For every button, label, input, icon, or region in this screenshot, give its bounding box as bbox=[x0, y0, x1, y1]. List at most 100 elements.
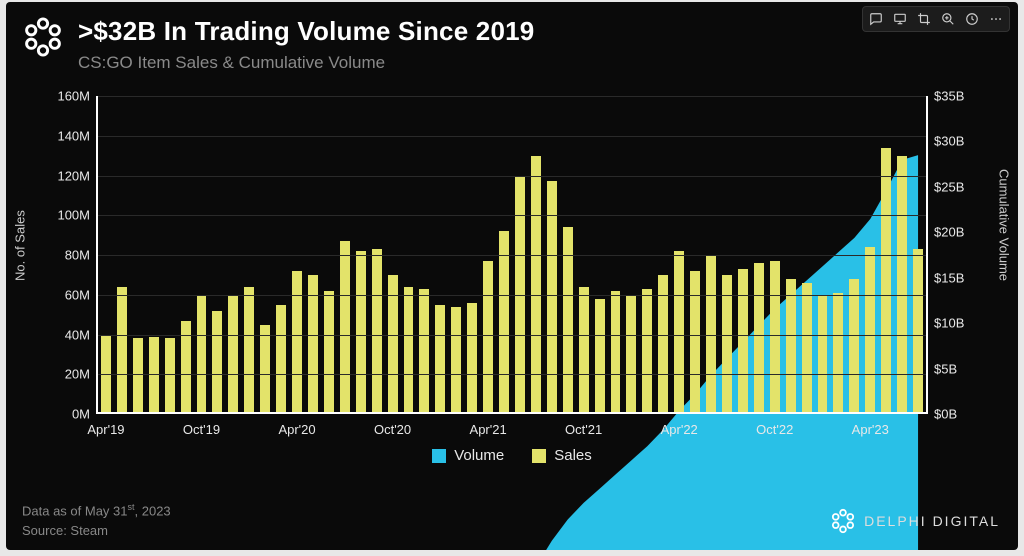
xtick: Apr'23 bbox=[852, 422, 889, 437]
screen-icon[interactable] bbox=[889, 9, 911, 29]
sales-bar bbox=[165, 338, 175, 414]
comment-icon[interactable] bbox=[865, 9, 887, 29]
sales-bar bbox=[149, 337, 159, 415]
gridline bbox=[98, 295, 926, 296]
sales-bar bbox=[579, 287, 589, 414]
ytick-left: 40M bbox=[65, 327, 90, 342]
sales-bar bbox=[865, 247, 875, 414]
ytick-right: $15B bbox=[934, 270, 964, 285]
legend-label: Volume bbox=[454, 447, 504, 464]
delphi-logo-icon bbox=[830, 508, 856, 534]
sales-bar bbox=[626, 295, 636, 414]
ytick-left: 100M bbox=[57, 208, 90, 223]
xtick: Oct'21 bbox=[565, 422, 602, 437]
ytick-left: 20M bbox=[65, 367, 90, 382]
sales-bar bbox=[913, 249, 923, 414]
ytick-left: 160M bbox=[57, 89, 90, 104]
xtick: Oct'22 bbox=[756, 422, 793, 437]
legend-swatch-volume bbox=[432, 449, 446, 463]
crop-icon[interactable] bbox=[913, 9, 935, 29]
sales-bar bbox=[117, 287, 127, 414]
sales-bar bbox=[260, 325, 270, 414]
ytick-left: 60M bbox=[65, 287, 90, 302]
sales-bar bbox=[212, 311, 222, 414]
ytick-left: 80M bbox=[65, 248, 90, 263]
gridline bbox=[98, 176, 926, 177]
sales-bar bbox=[435, 305, 445, 414]
x-axis-line bbox=[98, 412, 926, 414]
brand-text: DELPHI DIGITAL bbox=[864, 513, 1000, 529]
data-source: Source: Steam bbox=[22, 521, 171, 541]
y-axis-right-label: Cumulative Volume bbox=[997, 169, 1012, 281]
sales-bar bbox=[674, 251, 684, 414]
sales-bar bbox=[133, 338, 143, 414]
clock-icon[interactable] bbox=[961, 9, 983, 29]
y-axis-left-label: No. of Sales bbox=[13, 210, 28, 281]
sales-bar bbox=[483, 261, 493, 414]
legend-swatch-sales bbox=[532, 449, 546, 463]
chart-card: >$32B In Trading Volume Since 2019 CS:GO… bbox=[6, 2, 1018, 550]
more-icon[interactable] bbox=[985, 9, 1007, 29]
legend-label: Sales bbox=[554, 447, 592, 464]
gridline bbox=[98, 255, 926, 256]
footer-meta: Data as of May 31st, 2023 Source: Steam bbox=[22, 501, 171, 540]
ytick-left: 140M bbox=[57, 128, 90, 143]
sales-bar bbox=[786, 279, 796, 414]
ytick-right: $10B bbox=[934, 316, 964, 331]
sales-bar bbox=[499, 231, 509, 414]
sales-bar bbox=[690, 271, 700, 414]
sales-bar bbox=[244, 287, 254, 414]
sales-bar bbox=[833, 293, 843, 414]
sales-bar bbox=[340, 241, 350, 414]
gridline bbox=[98, 374, 926, 375]
sales-bar bbox=[197, 295, 207, 414]
sales-bar bbox=[754, 263, 764, 414]
sales-bar bbox=[228, 295, 238, 414]
gridline bbox=[98, 215, 926, 216]
ytick-right: $35B bbox=[934, 89, 964, 104]
sales-bar bbox=[276, 305, 286, 414]
ytick-left: 0M bbox=[72, 407, 90, 422]
xtick: Apr'22 bbox=[661, 422, 698, 437]
sales-bar bbox=[547, 181, 557, 414]
sales-bar bbox=[451, 307, 461, 414]
sales-bar bbox=[611, 291, 621, 414]
sales-bar bbox=[849, 279, 859, 414]
sales-bar bbox=[356, 251, 366, 414]
sales-bar bbox=[324, 291, 334, 414]
ytick-right: $30B bbox=[934, 134, 964, 149]
sales-bar bbox=[404, 287, 414, 414]
sales-bar bbox=[770, 261, 780, 414]
ytick-left: 120M bbox=[57, 168, 90, 183]
ytick-right: $20B bbox=[934, 225, 964, 240]
brand-mark: DELPHI DIGITAL bbox=[830, 508, 1000, 534]
legend: Volume Sales bbox=[98, 447, 926, 464]
xtick: Apr'20 bbox=[278, 422, 315, 437]
sales-bar bbox=[818, 295, 828, 414]
gridline bbox=[98, 136, 926, 137]
xtick: Apr'21 bbox=[470, 422, 507, 437]
gridline bbox=[98, 96, 926, 97]
plot-region: Volume Sales 0M20M40M60M80M100M120M140M1… bbox=[96, 96, 928, 414]
xtick: Oct'20 bbox=[374, 422, 411, 437]
sales-bar bbox=[642, 289, 652, 414]
chart-subtitle: CS:GO Item Sales & Cumulative Volume bbox=[78, 53, 534, 73]
image-toolbar bbox=[862, 6, 1010, 32]
ytick-right: $5B bbox=[934, 361, 957, 376]
sales-bar bbox=[292, 271, 302, 414]
chart-title: >$32B In Trading Volume Since 2019 bbox=[78, 16, 534, 47]
sales-bar bbox=[467, 303, 477, 414]
legend-item-volume: Volume bbox=[432, 447, 504, 464]
legend-item-sales: Sales bbox=[532, 447, 592, 464]
sales-bar bbox=[419, 289, 429, 414]
data-as-of: Data as of May 31st, 2023 bbox=[22, 501, 171, 521]
ytick-right: $25B bbox=[934, 179, 964, 194]
sales-bar bbox=[738, 269, 748, 414]
sales-bar bbox=[802, 283, 812, 414]
gridline bbox=[98, 335, 926, 336]
delphi-logo-icon bbox=[22, 16, 64, 58]
sales-bar bbox=[595, 299, 605, 414]
zoom-in-icon[interactable] bbox=[937, 9, 959, 29]
xtick: Oct'19 bbox=[183, 422, 220, 437]
ytick-right: $0B bbox=[934, 407, 957, 422]
